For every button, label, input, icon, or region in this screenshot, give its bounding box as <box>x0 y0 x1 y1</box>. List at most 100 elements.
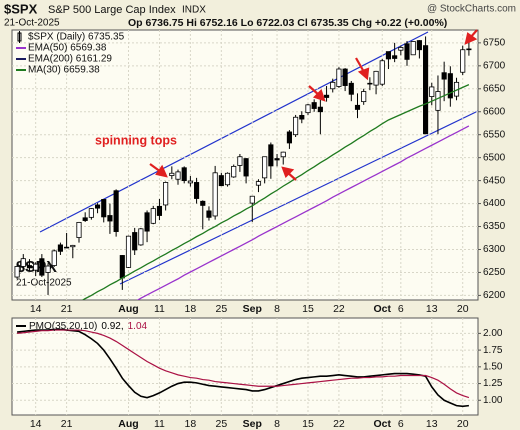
candle-body <box>200 200 206 206</box>
candle-body <box>144 212 150 232</box>
candle-body <box>280 151 286 158</box>
candle-body <box>14 266 20 278</box>
candle-body <box>125 235 132 268</box>
candle-body <box>70 244 76 248</box>
legend-part: 0.92, <box>101 321 123 332</box>
y-tick-label: 6450 <box>483 175 506 186</box>
symbol: $SPX <box>4 1 38 16</box>
candle-body <box>410 41 416 56</box>
candle-body <box>379 60 385 85</box>
candle-body <box>404 43 410 60</box>
x-tick-label: 22 <box>333 303 345 315</box>
candle-body <box>398 47 404 51</box>
channel-upper <box>39 31 429 233</box>
annotation: spinning tops <box>95 133 177 147</box>
watermark-date: 21-Oct-2025 <box>16 278 72 289</box>
series-line <box>17 328 469 408</box>
candle-body <box>466 48 472 51</box>
legend-entry: EMA(200) 6161.29 <box>28 54 112 65</box>
candle-body <box>317 106 323 113</box>
y-tick-label: 6700 <box>483 60 506 71</box>
y-tick-label: 6600 <box>483 106 506 117</box>
y-tick-label: 1.25 <box>483 378 503 389</box>
legend-entry: EMA(50) 6569.38 <box>28 43 107 54</box>
candle-body <box>76 221 82 238</box>
candle-body <box>138 228 144 246</box>
arrow-head <box>281 166 295 178</box>
candle-body <box>416 40 422 51</box>
candle-body <box>342 68 348 86</box>
x-tick-label: 25 <box>215 303 227 315</box>
candle-body <box>373 70 379 86</box>
x-tick-label: 25 <box>215 418 227 430</box>
x-tick-label: 6 <box>398 303 404 315</box>
candle-body <box>26 265 33 269</box>
candle-body <box>268 144 274 167</box>
candle-body <box>187 180 193 184</box>
candle-body <box>249 195 255 204</box>
candle-body <box>441 72 447 80</box>
candle-body <box>447 73 453 99</box>
x-tick-label: 21 <box>61 418 73 430</box>
candle-body <box>169 172 175 176</box>
y-tick-label: 1.00 <box>483 395 503 406</box>
candle-body <box>107 215 113 222</box>
candle-body <box>330 81 336 90</box>
candle-body <box>82 217 88 221</box>
pmo-layer <box>12 318 478 415</box>
x-tick-label: 18 <box>185 303 197 315</box>
candle-body <box>119 255 125 279</box>
y-tick-label: 1.50 <box>483 361 503 372</box>
legend-part: 1.04 <box>128 321 148 332</box>
x-tick-label: 13 <box>426 418 438 430</box>
candle-body <box>255 181 262 186</box>
overlay-line <box>81 84 470 300</box>
candle-body <box>33 263 39 271</box>
x-tick-label: 8 <box>274 418 280 430</box>
candle-body <box>385 51 392 60</box>
arrow <box>355 57 365 73</box>
x-tick-label: Oct <box>373 418 391 430</box>
y-tick-label: 6500 <box>483 152 506 163</box>
candle-body <box>206 210 212 218</box>
candle-body <box>274 158 280 161</box>
candle-body <box>57 244 63 252</box>
y-tick-label: 6250 <box>483 267 506 278</box>
channel-lower <box>119 110 478 285</box>
x-tick-label: 20 <box>457 418 469 430</box>
candle-body <box>367 82 373 85</box>
x-tick-label: 22 <box>333 418 345 430</box>
x-tick-label: 13 <box>426 303 438 315</box>
candle-body <box>181 167 187 182</box>
candle-body <box>336 68 342 87</box>
candle-body <box>94 204 101 209</box>
exchange: INDX <box>182 5 206 16</box>
candle-body <box>392 55 398 59</box>
y-tick-label: 6200 <box>483 290 506 301</box>
y-tick-label: 2.00 <box>483 328 503 339</box>
y-tick-label: 6400 <box>483 198 506 209</box>
x-tick-label: 6 <box>398 418 404 430</box>
x-tick-label: 20 <box>457 303 469 315</box>
source: @ StockCharts.com <box>427 4 516 15</box>
candle-body <box>429 86 435 97</box>
x-tick-label: 14 <box>30 303 42 315</box>
date: 21-Oct-2025 <box>4 18 60 29</box>
candle-body <box>212 172 218 217</box>
y-tick-label: 6750 <box>483 37 506 48</box>
y-tick-label: 6300 <box>483 244 506 255</box>
candle-body <box>132 232 138 251</box>
candle-body <box>293 116 299 136</box>
candle-body <box>64 246 70 249</box>
x-tick-label: 14 <box>30 418 42 430</box>
y-tick-label: 1.75 <box>483 345 503 356</box>
candle-body <box>175 171 181 180</box>
candle-body <box>113 190 119 232</box>
quote: Op 6736.75 Hi 6752.16 Lo 6722.03 Cl 6735… <box>128 17 447 29</box>
arrow-head <box>464 32 478 45</box>
x-tick-label: 18 <box>185 418 197 430</box>
x-tick-label: 15 <box>302 418 314 430</box>
candle-body <box>237 156 243 166</box>
arrow-head <box>357 67 370 81</box>
candle-body <box>150 208 156 224</box>
